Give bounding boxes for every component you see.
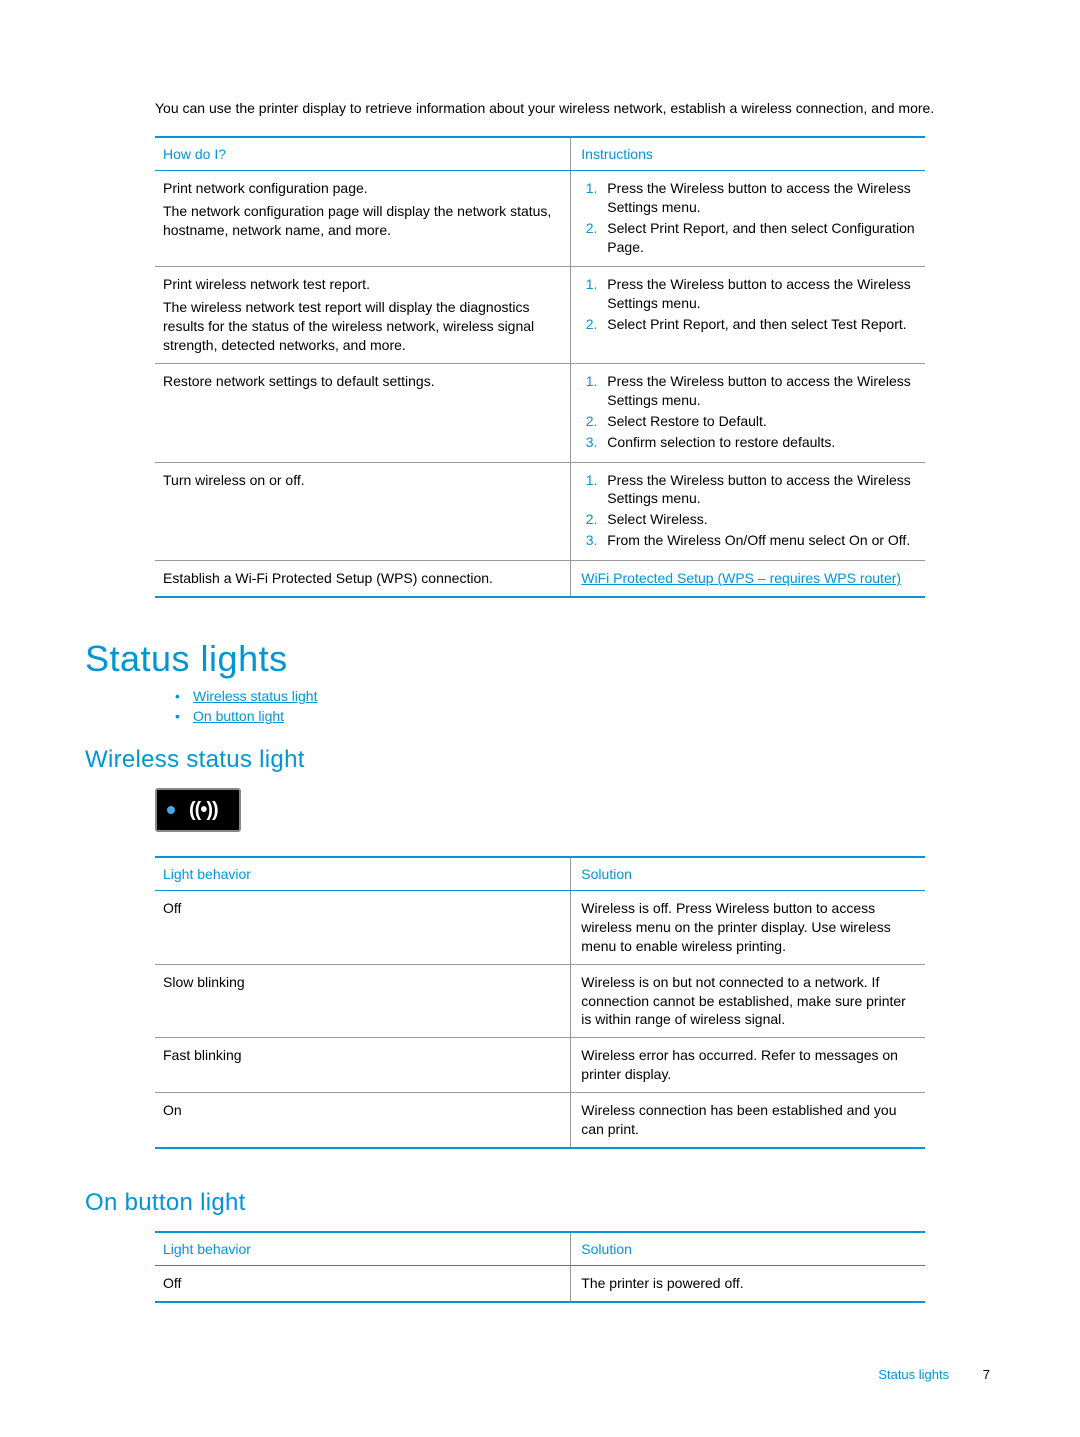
solution-cell: Wireless connection has been established… bbox=[571, 1093, 925, 1148]
on-button-light-table: Light behavior Solution OffThe printer i… bbox=[155, 1231, 925, 1303]
solution-cell: Wireless is off. Press Wireless button t… bbox=[571, 891, 925, 965]
intro-text: You can use the printer display to retri… bbox=[155, 99, 990, 118]
task-cell: Print wireless network test report.The w… bbox=[155, 267, 571, 364]
wireless-light-table: Light behavior Solution OffWireless is o… bbox=[155, 856, 925, 1149]
page-footer: Status lights 7 bbox=[878, 1367, 990, 1382]
wps-link[interactable]: WiFi Protected Setup (WPS – requires WPS… bbox=[581, 570, 901, 586]
instruction-cell: Press the Wireless button to access the … bbox=[571, 170, 925, 267]
task-cell: Restore network settings to default sett… bbox=[155, 364, 571, 463]
task-cell: Print network configuration page.The net… bbox=[155, 170, 571, 267]
task-cell: Establish a Wi-Fi Protected Setup (WPS) … bbox=[155, 561, 571, 597]
instruction-cell: Press the Wireless button to access the … bbox=[571, 364, 925, 463]
toc-link[interactable]: On button light bbox=[193, 708, 284, 724]
behavior-cell: Fast blinking bbox=[155, 1038, 571, 1093]
solution-cell: Wireless error has occurred. Refer to me… bbox=[571, 1038, 925, 1093]
solution-cell: The printer is powered off. bbox=[571, 1265, 925, 1301]
toc-list: Wireless status light On button light bbox=[175, 688, 990, 724]
col-instructions: Instructions bbox=[571, 137, 925, 171]
col-solution: Solution bbox=[571, 857, 925, 891]
behavior-cell: On bbox=[155, 1093, 571, 1148]
wifi-signal-icon: ((•)) bbox=[189, 799, 218, 822]
wireless-indicator-icon: ((•)) bbox=[155, 788, 241, 832]
wifi-led-icon bbox=[167, 806, 175, 814]
col-solution-2: Solution bbox=[571, 1232, 925, 1266]
col-how: How do I? bbox=[155, 137, 571, 171]
behavior-cell: Off bbox=[155, 891, 571, 965]
behavior-cell: Off bbox=[155, 1265, 571, 1301]
instruction-cell: Press the Wireless button to access the … bbox=[571, 267, 925, 364]
task-cell: Turn wireless on or off. bbox=[155, 462, 571, 561]
page-number: 7 bbox=[983, 1367, 990, 1382]
col-behavior: Light behavior bbox=[155, 857, 571, 891]
status-lights-heading: Status lights bbox=[85, 638, 990, 680]
instructions-table: How do I? Instructions Print network con… bbox=[155, 136, 925, 598]
wireless-status-light-heading: Wireless status light bbox=[85, 746, 990, 774]
toc-link[interactable]: Wireless status light bbox=[193, 688, 317, 704]
footer-section: Status lights bbox=[878, 1367, 949, 1382]
solution-cell: Wireless is on but not connected to a ne… bbox=[571, 964, 925, 1038]
instruction-cell: Press the Wireless button to access the … bbox=[571, 462, 925, 561]
instruction-cell: WiFi Protected Setup (WPS – requires WPS… bbox=[571, 561, 925, 597]
behavior-cell: Slow blinking bbox=[155, 964, 571, 1038]
col-behavior-2: Light behavior bbox=[155, 1232, 571, 1266]
toc-item: Wireless status light bbox=[175, 688, 990, 704]
toc-item: On button light bbox=[175, 708, 990, 724]
on-button-light-heading: On button light bbox=[85, 1189, 990, 1217]
